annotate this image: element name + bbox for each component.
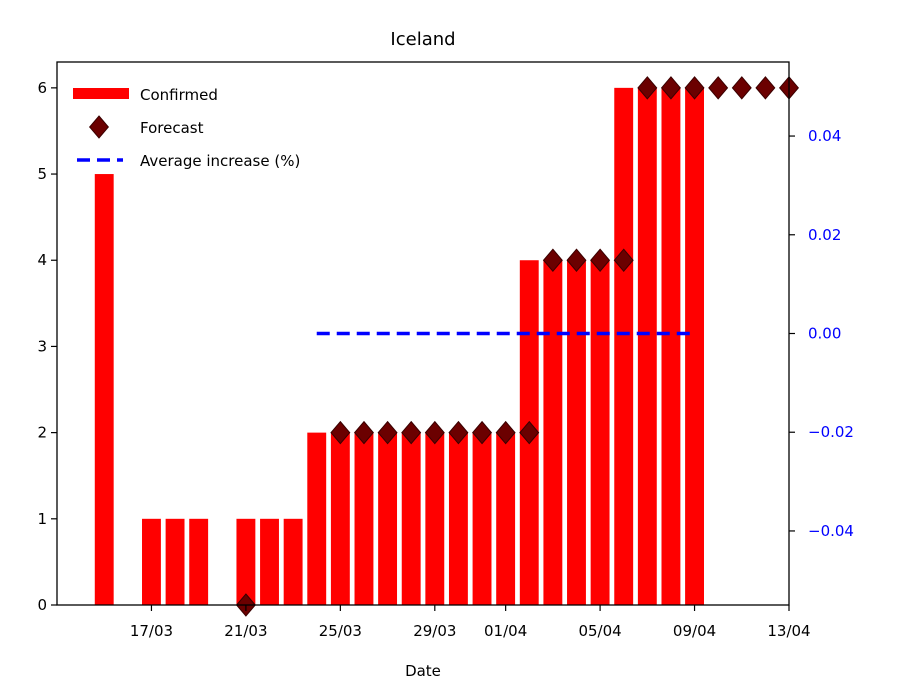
x-tick-label: 05/04 (578, 622, 621, 640)
bar (142, 518, 161, 605)
bar (614, 87, 634, 605)
forecast-point (377, 420, 398, 445)
x-axis: 17/03 21/03 25/03 29/03 01/04 05/04 09/04 13/04 (130, 605, 811, 640)
x-tick-label: 09/04 (673, 622, 716, 640)
bar (401, 432, 421, 605)
forecast-point (495, 420, 516, 445)
forecast-point (424, 420, 445, 445)
x-tick-label: 13/04 (767, 622, 810, 640)
forecast-point (590, 248, 611, 273)
y-axis: 0 1 2 3 4 5 6 (37, 79, 57, 614)
legend-label-confirmed: Confirmed (140, 86, 218, 104)
bar (661, 87, 681, 605)
bar (496, 432, 516, 605)
y-tick-label: 3 (37, 337, 47, 355)
y2-axis: −0.04 −0.02 0.00 0.02 0.04 (789, 127, 854, 540)
legend-swatch-forecast (88, 115, 110, 139)
forecast-point (519, 420, 540, 445)
forecast-point (731, 76, 752, 100)
bar (283, 518, 303, 605)
x-tick-label: 25/03 (319, 622, 362, 640)
bar (354, 432, 374, 605)
forecast-point (708, 76, 729, 100)
bar (543, 260, 563, 605)
forecast-point (353, 420, 374, 445)
x-tick-label: 01/04 (484, 622, 527, 640)
legend: Confirmed Forecast Average increase (%) (73, 86, 300, 170)
bar (330, 432, 350, 605)
forecast-point (472, 420, 493, 445)
bar (94, 174, 114, 605)
bar (448, 432, 468, 605)
y-tick-label: 6 (37, 79, 47, 97)
y2-tick-label: 0.00 (808, 325, 841, 343)
bar (307, 432, 327, 605)
bar (236, 518, 256, 605)
y-tick-label: 2 (37, 424, 47, 442)
forecast-point (542, 248, 563, 273)
y2-tick-label: −0.02 (808, 423, 854, 441)
bar (260, 518, 279, 605)
forecast-point (401, 420, 422, 445)
y-tick-label: 5 (37, 165, 47, 183)
y-tick-label: 0 (37, 596, 47, 614)
legend-swatch-confirmed (73, 88, 129, 99)
forecast-point (613, 248, 634, 273)
bar (165, 518, 185, 605)
forecast-point (448, 420, 469, 445)
bar-series (94, 87, 704, 605)
forecast-point (566, 248, 587, 273)
y-tick-label: 4 (37, 251, 47, 269)
y2-tick-label: −0.04 (808, 522, 854, 540)
bar (567, 260, 586, 605)
bar (590, 260, 610, 605)
forecast-point (660, 76, 681, 100)
bar (472, 432, 492, 605)
forecast-point (637, 76, 658, 100)
bar (189, 518, 209, 605)
legend-label-forecast: Forecast (140, 119, 204, 137)
x-tick-label: 21/03 (224, 622, 267, 640)
bar (685, 87, 704, 605)
forecast-point (684, 76, 705, 100)
forecast-point (330, 420, 351, 445)
bar (637, 87, 657, 605)
legend-label-average: Average increase (%) (140, 152, 300, 170)
forecast-point (755, 76, 776, 100)
x-tick-label: 29/03 (413, 622, 456, 640)
y2-tick-label: 0.02 (808, 226, 841, 244)
chart-title: Iceland (390, 29, 455, 50)
x-axis-label: Date (405, 662, 441, 680)
bar (425, 432, 445, 605)
x-tick-label: 17/03 (130, 622, 173, 640)
y2-tick-label: 0.04 (808, 127, 841, 145)
y-tick-label: 1 (37, 510, 47, 528)
bar (378, 432, 398, 605)
